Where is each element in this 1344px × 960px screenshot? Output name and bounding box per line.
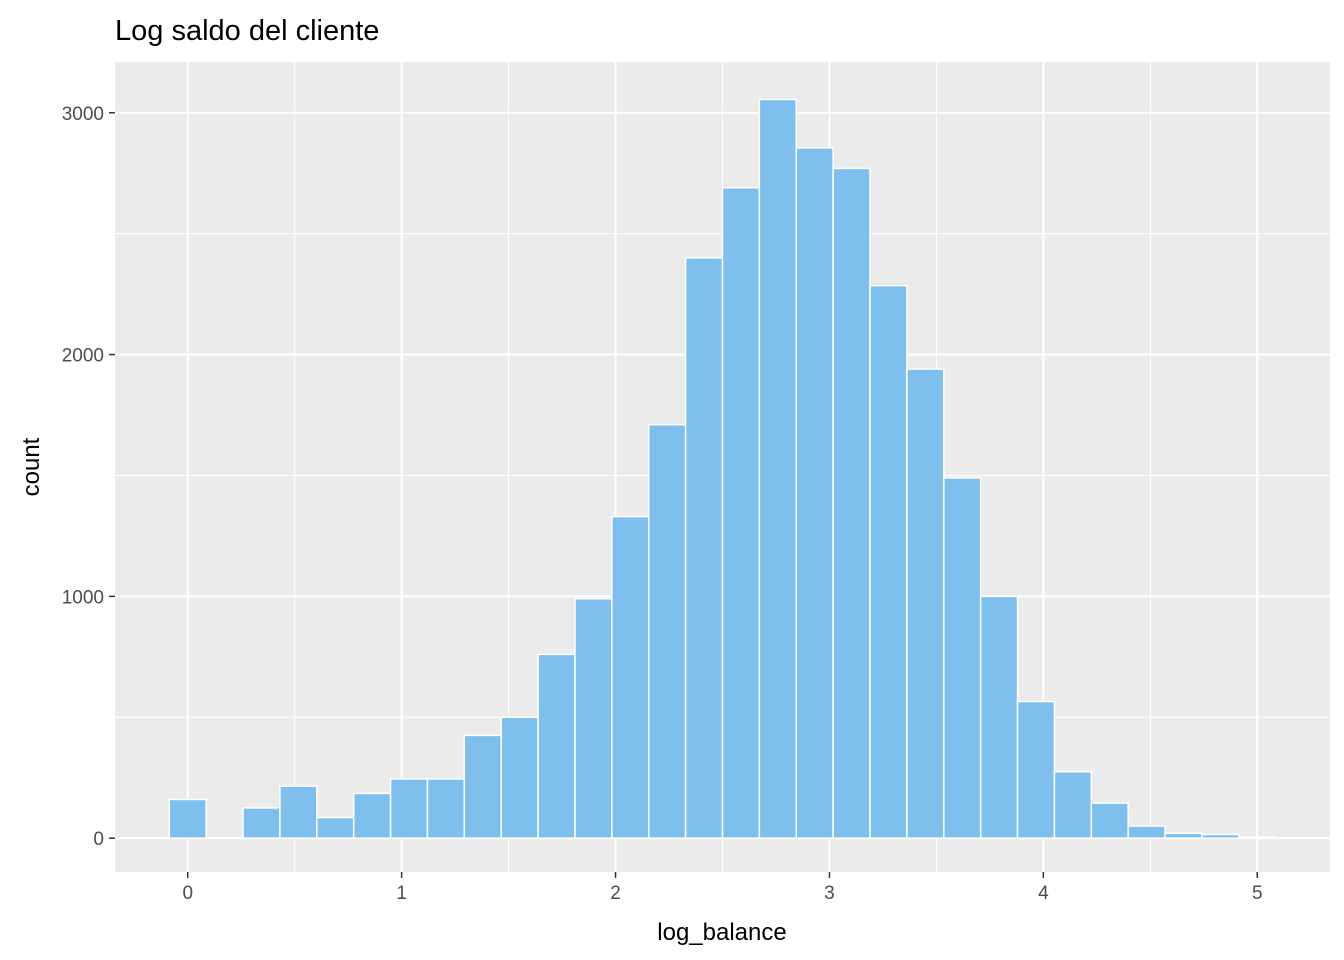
x-tick-label: 1 — [396, 883, 407, 904]
x-tick-label: 2 — [610, 883, 621, 904]
x-tick-label: 0 — [182, 883, 193, 904]
y-tick-label: 0 — [93, 829, 104, 850]
histogram-bar — [795, 147, 834, 839]
histogram-bar — [168, 798, 207, 839]
y-tick-label: 3000 — [62, 104, 104, 125]
histogram-bar — [758, 98, 798, 839]
histogram-bar — [1201, 833, 1240, 839]
histogram-bar — [721, 186, 761, 839]
histogram-bar — [1090, 802, 1129, 839]
histogram-bar — [574, 598, 613, 839]
axis-ticks — [109, 112, 1259, 878]
x-tick-label: 5 — [1252, 883, 1263, 904]
histogram-bar — [316, 816, 355, 839]
histogram-bar — [1016, 700, 1056, 839]
histogram-bar — [906, 368, 945, 839]
histogram-bar — [832, 167, 871, 839]
x-tick-label: 4 — [1038, 883, 1049, 904]
histogram-bar — [1053, 770, 1093, 839]
histogram-bar — [426, 778, 466, 839]
histogram-bar — [500, 716, 539, 839]
histogram-bar — [537, 653, 576, 839]
histogram-bar — [979, 595, 1019, 839]
histogram-bar — [1127, 825, 1166, 839]
histogram-bars — [168, 98, 1277, 839]
histogram-bar — [943, 477, 982, 839]
histogram-bar — [869, 284, 908, 839]
histogram-bar — [352, 792, 392, 839]
y-axis-title: count — [18, 437, 45, 496]
histogram-bar — [647, 423, 687, 839]
tick-labels: 0 1 2 3 4 5 0 1000 2000 3000 — [62, 104, 1263, 904]
y-tick-label: 2000 — [62, 346, 104, 367]
histogram-bar — [389, 778, 429, 839]
histogram-bar — [242, 807, 281, 839]
x-tick-label: 3 — [824, 883, 835, 904]
x-axis-title: log_balance — [657, 919, 786, 946]
histogram-bar — [1164, 832, 1203, 839]
histogram-bar — [611, 515, 650, 839]
histogram-bar — [684, 257, 724, 839]
histogram-bar — [279, 785, 318, 839]
histogram-bar — [463, 734, 502, 839]
chart-title: Log saldo del cliente — [115, 15, 379, 47]
y-tick-label: 1000 — [62, 587, 104, 608]
histogram-bar — [1238, 836, 1277, 839]
